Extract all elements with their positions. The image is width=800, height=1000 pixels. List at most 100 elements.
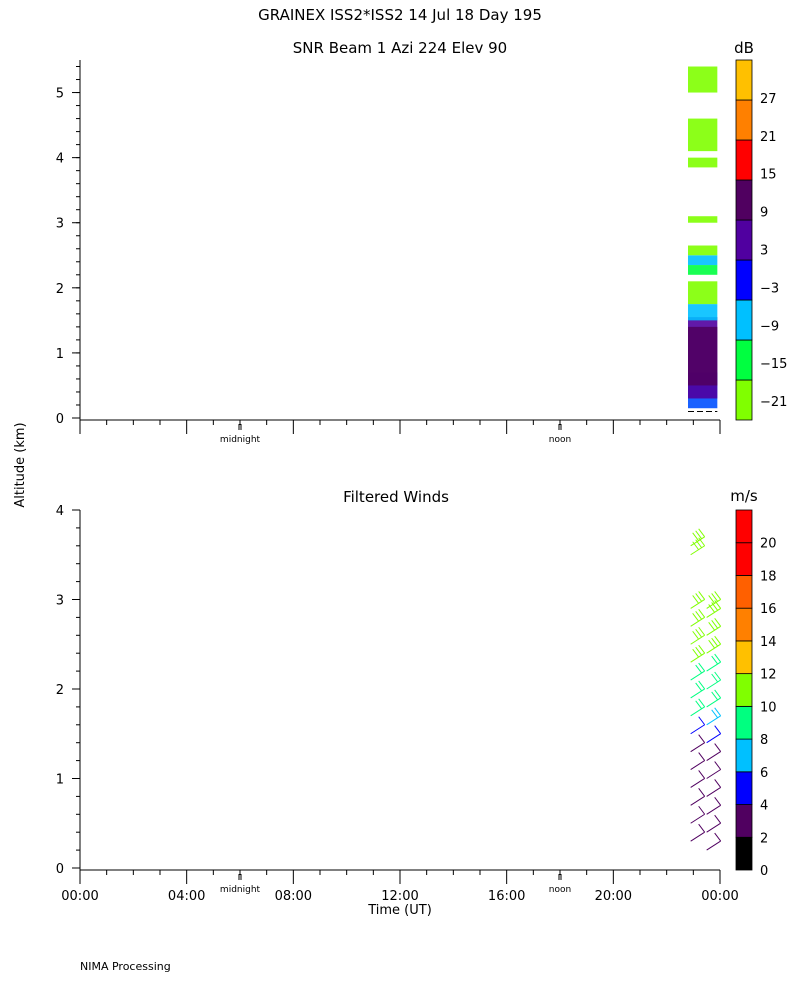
wind-barb-shaft (690, 670, 705, 681)
wind-barb (690, 537, 706, 556)
wind-barb-feather (711, 709, 719, 719)
wind-barb-feather (698, 680, 706, 690)
wind-barb-feather (698, 752, 706, 761)
x-tick-label: 20:00 (595, 889, 632, 904)
snr-layer-cell (688, 216, 718, 223)
colorbar-segment (735, 509, 753, 544)
footer-text: NIMA Processing (80, 960, 171, 973)
wind-barb-shaft (690, 634, 705, 645)
wind-barb (690, 752, 706, 770)
snr-layer-cell (688, 326, 718, 386)
wind-barb (690, 528, 706, 547)
colorbar-tick-label: −9 (760, 319, 779, 334)
y-tick-label: 4 (56, 504, 64, 519)
wind-barb (706, 796, 722, 815)
wind-barb-shaft (706, 625, 721, 636)
wind-barb (706, 779, 722, 797)
wind-barb-feather (695, 700, 703, 710)
wind-barb-shaft (706, 804, 721, 815)
wind-barb-feather (714, 635, 722, 645)
wind-barb (690, 662, 706, 681)
wind-barb-shaft (690, 616, 705, 627)
colorbar-segment (735, 771, 753, 805)
colorbar-tick-label: 18 (760, 569, 777, 584)
colorbar-tick-label: 12 (760, 668, 777, 683)
wind-barb-feather (698, 734, 706, 743)
wind-barb (690, 680, 706, 699)
wind-barb (690, 698, 706, 717)
y-tick-label: 2 (56, 683, 64, 698)
wind-barb-feather (695, 646, 703, 656)
wind-barb-shaft (706, 697, 721, 708)
wind-barb (690, 823, 706, 842)
x-axis-label: Time (UT) (367, 903, 432, 918)
wind-barb-shaft (706, 715, 721, 726)
wind-barb-feather (714, 671, 722, 681)
wind-barb (706, 653, 722, 672)
colorbar-segment (735, 59, 753, 101)
wind-barb (706, 635, 722, 654)
colorbar-tick-label: 3 (760, 243, 768, 258)
wind-barb-feather (714, 591, 722, 600)
colorbar-segment (735, 673, 753, 707)
wind-barb-feather (692, 648, 700, 658)
wind-barb-feather (714, 653, 722, 663)
y-tick-label: 1 (56, 347, 64, 362)
wind-barb (690, 644, 706, 663)
wind-barb-feather (714, 761, 722, 770)
colorbar-segment (735, 179, 753, 221)
day-marker-label: noon (549, 435, 571, 445)
wind-barb (690, 609, 706, 627)
colorbar-segment (735, 542, 753, 576)
wind-barb-shaft (706, 769, 721, 779)
wind-barb-shaft (706, 822, 721, 833)
colorbar-tick-label: 0 (760, 864, 768, 879)
wind-barb-feather (714, 814, 722, 824)
colorbar-segment (735, 804, 753, 838)
colorbar-segment (735, 259, 753, 301)
wind-barb (690, 716, 706, 735)
wind-barb-shaft (690, 599, 705, 609)
wind-barb-feather (714, 779, 722, 788)
x-tick-label: 12:00 (381, 889, 418, 904)
colorbar-tick-label: 14 (760, 635, 777, 650)
x-tick-label: 00:00 (701, 889, 738, 904)
wind-barb-feather (698, 788, 706, 797)
colorbar-segment (735, 705, 753, 740)
wind-barb (690, 734, 706, 753)
wind-barb-shaft (690, 688, 705, 699)
snr-layer-cell (688, 245, 718, 256)
wind-barb-shaft (706, 840, 721, 851)
wind-barb (706, 832, 722, 851)
colorbar-tick-label: −3 (760, 281, 779, 296)
colorbar-segment (735, 219, 753, 261)
wind-barb-shaft (706, 751, 721, 762)
wind-barb-shaft (706, 679, 721, 690)
winds-colorbar-unit: m/s (730, 487, 758, 505)
wind-barb-feather (698, 770, 706, 779)
day-marker-label: midnight (220, 885, 261, 895)
wind-barb (706, 617, 722, 636)
wind-barb-feather (714, 832, 722, 842)
day-marker-label: noon (549, 885, 571, 895)
wind-barb-feather (708, 639, 716, 649)
wind-barb-shaft (690, 724, 705, 735)
wind-barb-shaft (706, 786, 721, 797)
wind-barb-feather (714, 743, 722, 752)
shared-ylabel: Altitude (km) (13, 422, 28, 507)
wind-barb-feather (698, 528, 706, 538)
wind-barb-shaft (706, 733, 721, 744)
wind-barb-feather (711, 691, 719, 701)
colorbar-tick-label: 16 (760, 602, 777, 617)
wind-barb (706, 707, 722, 726)
wind-barb-shaft (690, 778, 705, 788)
wind-barb-feather (708, 595, 716, 604)
snr-layer-cell (688, 157, 718, 168)
wind-barb-shaft (690, 652, 705, 663)
wind-barb-feather (692, 630, 700, 640)
wind-barb-feather (695, 628, 703, 638)
colorbar-segment (735, 299, 753, 341)
wind-barb-feather (695, 593, 703, 602)
y-tick-label: 0 (56, 412, 64, 427)
snr-layer-cell (688, 304, 718, 321)
